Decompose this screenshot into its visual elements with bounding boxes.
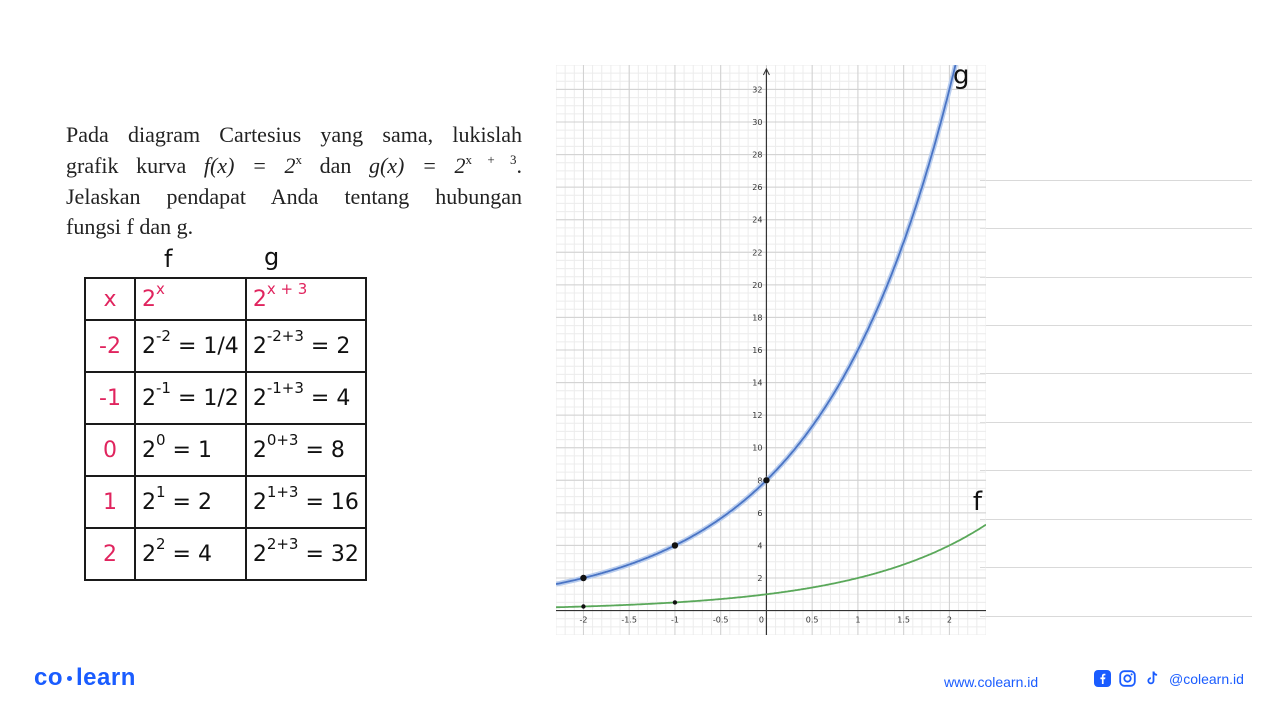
f-cell: 20 = 1: [134, 423, 247, 477]
y-tick-label: 30: [752, 118, 762, 127]
website-link[interactable]: www.colearn.id: [944, 674, 1039, 690]
y-tick-label: 10: [752, 444, 762, 453]
x-tick-label: 2: [947, 616, 952, 625]
y-tick-label: 18: [752, 313, 762, 322]
header-g: 2x + 3: [244, 277, 367, 321]
point-f: [672, 600, 678, 605]
x-cell: 1: [84, 475, 136, 529]
problem-line-1: Pada diagram Cartesius yang sama, lukisl…: [66, 122, 522, 147]
header-x: x: [84, 277, 136, 321]
y-tick-label: 16: [752, 346, 762, 355]
x-tick-label: 1.5: [897, 616, 910, 625]
y-tick-label: 6: [757, 509, 762, 518]
table-row: -1 2-1 = 1/2 2-1+3 = 4: [84, 371, 367, 425]
y-tick-label: 20: [752, 281, 762, 290]
problem-line-4: fungsi f dan g.: [66, 214, 194, 240]
table-row: -2 2-2 = 1/4 2-2+3 = 2: [84, 319, 367, 373]
x-cell: -1: [84, 371, 136, 425]
curve-label-f: f: [973, 487, 983, 517]
x-tick-label: -1: [671, 616, 679, 625]
y-tick-label: 2: [757, 574, 762, 583]
point-g: [763, 477, 770, 484]
y-tick-label: 22: [752, 248, 762, 257]
y-tick-label: 4: [757, 541, 762, 550]
function-graph: -2 -1.5 -1 -0.5 0 0.5 1 1.5 22468101214161820222…: [556, 65, 986, 635]
handwritten-f-label: f: [164, 245, 173, 273]
y-tick-label: 8: [757, 476, 762, 485]
x-cell: -2: [84, 319, 136, 373]
y-tick-label: 32: [752, 85, 762, 94]
problem-line-3: Jelaskan pendapat Anda tentang hubungan: [66, 183, 522, 209]
x-tick-label: 1: [855, 616, 860, 625]
table-row: 1 21 = 2 21+3 = 16: [84, 475, 367, 529]
background-rule-lines: [980, 0, 1252, 720]
social-links: @colearn.id: [1094, 670, 1244, 687]
table-row: 0 20 = 1 20+3 = 8: [84, 423, 367, 477]
x-cell: 2: [84, 527, 136, 581]
f-cell: 21 = 2: [134, 475, 247, 529]
g-cell: 2-1+3 = 4: [244, 371, 367, 425]
f-cell: 22 = 4: [134, 527, 247, 581]
x-cell: 0: [84, 423, 136, 477]
x-tick-label: -0.5: [713, 616, 729, 625]
values-table: x 2x 2x + 3 -2 2-2 = 1/4 2-2+3 = 2 -1 2-…: [84, 277, 367, 581]
handwritten-g-label: g: [264, 243, 280, 271]
point-f: [581, 604, 586, 609]
y-tick-label: 26: [752, 183, 762, 192]
g-cell: 20+3 = 8: [244, 423, 367, 477]
g-cell: 21+3 = 16: [244, 475, 367, 529]
y-axis-arrow: [762, 67, 770, 76]
f-cell: 2-1 = 1/2: [134, 371, 247, 425]
curve-f: [556, 523, 986, 609]
y-tick-label: 24: [752, 216, 762, 225]
problem-line-2: grafik kurva f(x) = 2x dan g(x) = 2x + 3…: [66, 151, 523, 178]
x-tick-label: 0: [759, 616, 764, 625]
f-cell: 2-2 = 1/4: [134, 319, 247, 373]
colearn-logo: co learn: [34, 664, 136, 691]
f-definition: f(x) = 2: [203, 152, 296, 178]
x-tick-label: 0.5: [806, 616, 819, 625]
table-row: 2 22 = 4 22+3 = 32: [84, 527, 367, 581]
facebook-icon[interactable]: [1094, 670, 1111, 687]
header-f: 2x: [134, 277, 247, 321]
curve-label-g: g: [953, 65, 970, 90]
y-tick-label: 14: [752, 379, 762, 388]
y-tick-label: 28: [752, 151, 762, 160]
point-g: [671, 542, 679, 549]
g-cell: 2-2+3 = 2: [244, 319, 367, 373]
problem-statement: Pada diagram Cartesius yang sama, lukisl…: [66, 120, 522, 243]
x-tick-label: -1.5: [621, 616, 637, 625]
curve-g: [556, 65, 957, 585]
g-cell: 22+3 = 32: [244, 527, 367, 581]
x-tick-label: -2: [579, 616, 587, 625]
g-definition: g(x) = 2: [368, 152, 466, 178]
point-g: [580, 574, 587, 582]
curve-g-glow: [556, 65, 959, 587]
instagram-icon[interactable]: [1119, 670, 1136, 687]
tiktok-icon[interactable]: [1144, 670, 1161, 687]
y-tick-label: 12: [752, 411, 762, 420]
social-handle[interactable]: @colearn.id: [1169, 670, 1244, 687]
table-header-row: x 2x 2x + 3: [84, 277, 367, 321]
